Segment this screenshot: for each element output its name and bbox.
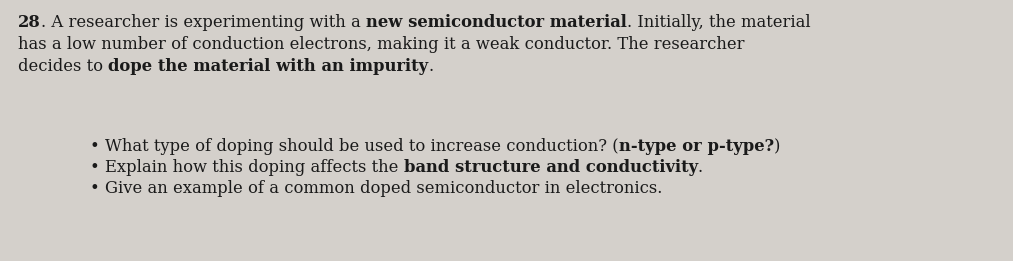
Text: has a low number of conduction electrons, making it a weak conductor. The resear: has a low number of conduction electrons… [18, 36, 745, 53]
Text: n-type or p-type?: n-type or p-type? [619, 138, 774, 155]
Text: 28: 28 [18, 14, 41, 31]
Text: . A researcher is experimenting with a: . A researcher is experimenting with a [41, 14, 366, 31]
Text: ): ) [774, 138, 780, 155]
Text: .: . [428, 58, 434, 75]
Text: decides to: decides to [18, 58, 108, 75]
Text: . Initially, the material: . Initially, the material [627, 14, 810, 31]
Text: band structure and conductivity: band structure and conductivity [403, 159, 698, 176]
Text: • Explain how this doping affects the: • Explain how this doping affects the [90, 159, 403, 176]
Text: .: . [698, 159, 703, 176]
Text: • Give an example of a common doped semiconductor in electronics.: • Give an example of a common doped semi… [90, 180, 663, 197]
Text: dope the material with an impurity: dope the material with an impurity [108, 58, 428, 75]
Text: • What type of doping should be used to increase conduction? (: • What type of doping should be used to … [90, 138, 619, 155]
Text: new semiconductor material: new semiconductor material [366, 14, 627, 31]
